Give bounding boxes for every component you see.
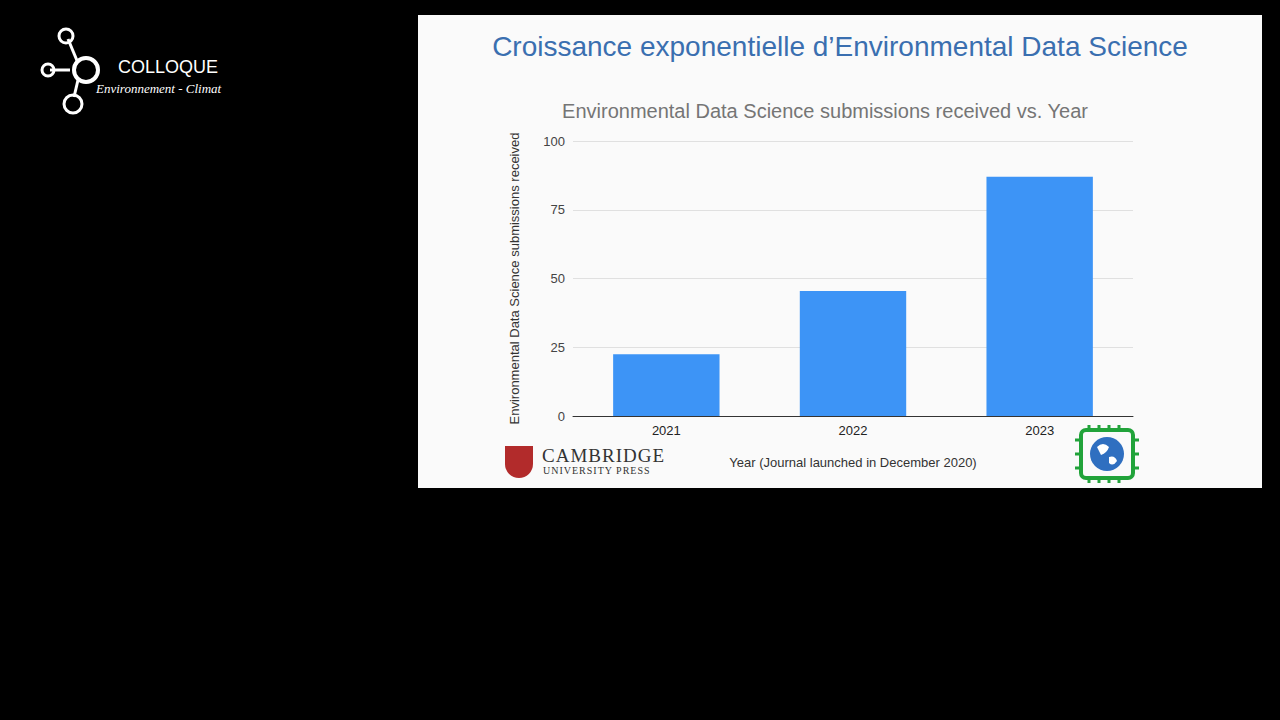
svg-text:0: 0 [558,409,565,424]
html-text:COLLOQUE: COLLOQUE [118,57,218,77]
svg-text:2022: 2022 [839,423,868,438]
svg-text:Year (Journal launched in Dece: Year (Journal launched in December 2020) [729,455,976,470]
svg-text:75: 75 [551,202,565,217]
svg-text:2021: 2021 [652,423,681,438]
html-text:Croissance exponentielle d’Env: Croissance exponentielle d’Environmental… [492,31,1188,62]
html-text:UNIVERSITY PRESS: UNIVERSITY PRESS [543,465,651,476]
svg-text:Environmental Data Science sub: Environmental Data Science submissions r… [507,133,522,425]
svg-text:100: 100 [543,134,565,149]
svg-text:2023: 2023 [1025,423,1054,438]
svg-text:Environmental Data Science sub: Environmental Data Science submissions r… [562,100,1088,122]
html-text:CAMBRIDGE: CAMBRIDGE [542,445,665,466]
svg-text:25: 25 [551,340,565,355]
svg-text:50: 50 [551,271,565,286]
html-text:Environnement - Climat: Environnement - Climat [96,81,222,96]
